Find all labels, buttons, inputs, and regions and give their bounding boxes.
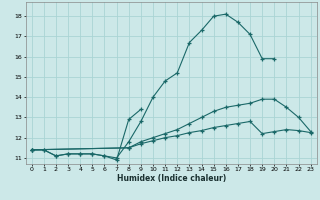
X-axis label: Humidex (Indice chaleur): Humidex (Indice chaleur) [116,174,226,183]
